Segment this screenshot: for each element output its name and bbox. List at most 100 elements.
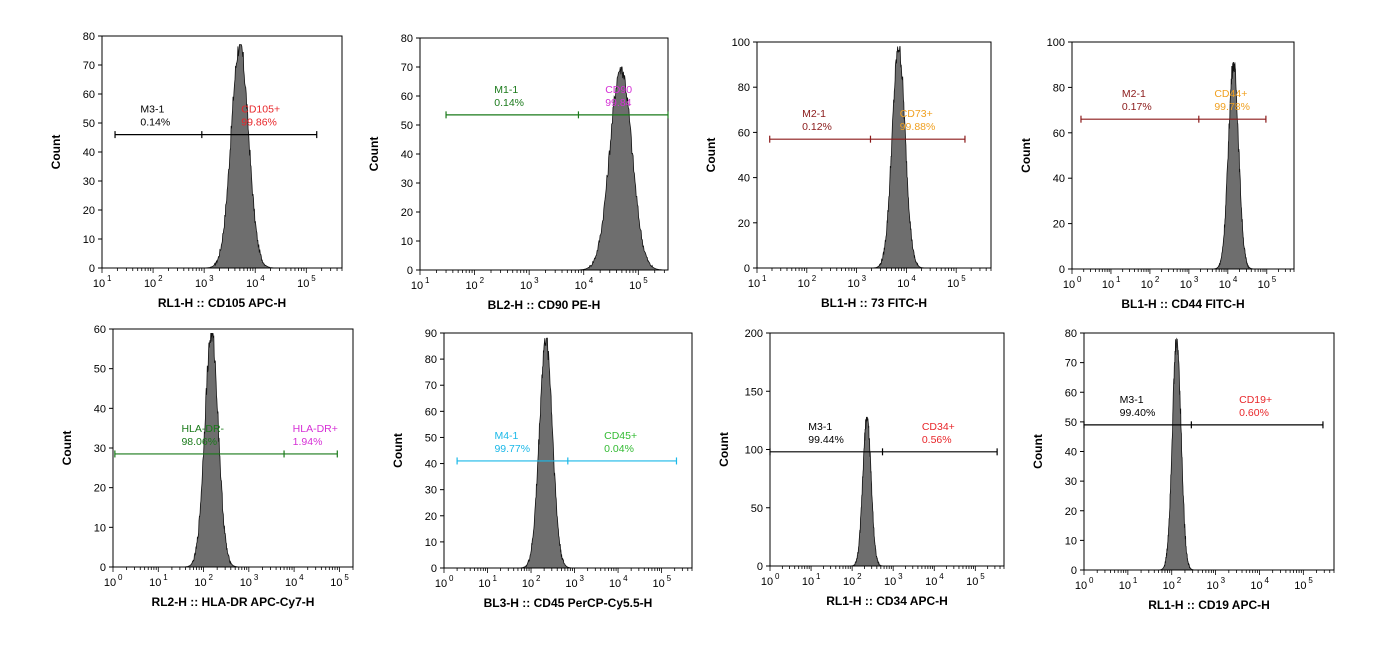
y-axis-label: Count [1019,138,1033,173]
x-tick-exponent: 5 [961,274,966,283]
x-tick-label: 10 [897,278,909,290]
x-tick-label: 10 [93,278,105,290]
gate-region-name: CD19+ [1239,394,1272,406]
x-tick-exponent: 4 [623,574,628,583]
y-tick-label: 50 [83,118,95,130]
x-tick-label: 10 [1119,580,1131,592]
x-tick-label: 10 [465,280,477,292]
x-tick-label: 10 [802,576,814,588]
x-tick-label: 10 [1294,580,1306,592]
x-tick-exponent: 5 [344,573,349,582]
x-tick-label: 10 [1250,580,1262,592]
x-tick-label: 10 [966,576,978,588]
y-axis-label: Count [704,138,718,173]
x-tick-exponent: 1 [1116,275,1121,284]
y-tick-label: 70 [83,60,95,72]
y-tick-label: 20 [738,218,750,230]
histogram-fill [849,416,885,567]
x-tick-exponent: 0 [118,573,123,582]
x-axis-label: BL1-H :: 73 FITC-H [821,296,927,310]
plot-frame [1083,332,1335,571]
x-tick-exponent: 2 [1155,275,1160,284]
x-axis-label: BL1-H :: CD44 FITC-H [1121,297,1244,311]
x-tick-label: 10 [748,278,760,290]
x-tick-exponent: 2 [812,274,817,283]
y-tick-label: 20 [401,207,413,219]
y-tick-label: 20 [1065,506,1077,518]
y-tick-label: 20 [425,511,437,523]
x-tick-exponent: 5 [1308,576,1313,585]
x-tick-label: 10 [297,278,309,290]
x-tick-exponent: 1 [107,274,112,283]
y-tick-label: 150 [745,386,763,398]
x-tick-exponent: 4 [939,572,944,581]
x-tick-exponent: 1 [816,572,821,581]
y-tick-label: 70 [1065,358,1077,370]
histogram-fill [203,44,277,269]
plot-frame [443,332,693,569]
x-tick-label: 10 [925,576,937,588]
y-tick-label: 20 [1053,219,1065,231]
x-tick-label: 10 [149,577,161,589]
gate-region-name: M3-1 [140,104,164,116]
y-tick-label: 0 [744,263,750,275]
x-tick-exponent: 0 [1077,275,1082,284]
gate-region-percent: 99.40% [1120,407,1156,419]
x-tick-label: 10 [652,578,664,590]
y-tick-label: 60 [738,127,750,139]
x-axis-label: BL2-H :: CD90 PE-H [488,298,601,312]
x-tick-label: 10 [1206,580,1218,592]
plot-frame [1071,41,1295,270]
y-tick-label: 0 [1071,565,1077,577]
x-tick-exponent: 1 [163,573,168,582]
x-tick-exponent: 3 [254,573,259,582]
x-tick-exponent: 0 [775,572,780,581]
y-tick-label: 60 [425,406,437,418]
x-tick-label: 10 [194,577,206,589]
x-tick-exponent: 2 [536,574,541,583]
x-tick-exponent: 1 [762,274,767,283]
histogram-fill [183,332,240,568]
y-tick-label: 0 [407,265,413,277]
y-tick-label: 10 [401,236,413,248]
x-tick-label: 10 [1102,279,1114,291]
x-tick-exponent: 5 [643,276,648,285]
gate-region-percent: 99.77% [494,443,530,455]
gate-region-percent: 0.12% [802,121,832,133]
x-tick-exponent: 4 [260,274,265,283]
y-tick-label: 100 [1047,37,1065,49]
x-tick-label: 10 [240,577,252,589]
histogram-fill [518,337,574,569]
histogram-fill [871,46,926,269]
gate-region-name: M1-1 [494,84,518,96]
y-tick-label: 10 [1065,535,1077,547]
gate-region-name: CD105+ [241,104,280,116]
x-tick-exponent: 4 [589,276,594,285]
y-tick-label: 0 [1059,264,1065,276]
x-tick-exponent: 2 [1177,576,1182,585]
x-tick-label: 10 [520,280,532,292]
x-tick-label: 10 [847,278,859,290]
y-tick-label: 30 [94,443,106,455]
y-tick-label: 80 [738,82,750,94]
y-tick-label: 60 [401,91,413,103]
x-tick-label: 10 [609,578,621,590]
y-tick-label: 200 [745,328,763,340]
y-tick-label: 100 [745,445,763,457]
y-tick-label: 80 [401,33,413,45]
gate-region-percent: 0.56% [922,434,952,446]
gate-region-percent: 0.04% [604,443,634,455]
gate-region-percent: 98.06% [181,436,217,448]
y-tick-label: 80 [83,31,95,43]
x-tick-label: 10 [1219,279,1231,291]
x-tick-exponent: 0 [449,574,454,583]
x-tick-label: 10 [884,576,896,588]
x-tick-exponent: 4 [1264,576,1269,585]
x-tick-exponent: 4 [911,274,916,283]
gate-region-name: M2-1 [1122,88,1146,100]
y-tick-label: 20 [83,205,95,217]
